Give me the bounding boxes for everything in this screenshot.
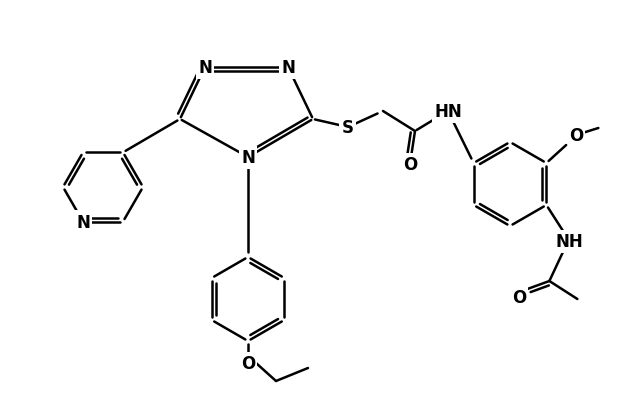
Text: O: O xyxy=(512,288,527,306)
Text: N: N xyxy=(198,59,212,77)
Text: S: S xyxy=(342,119,354,137)
Text: NH: NH xyxy=(556,232,583,250)
Text: N: N xyxy=(241,148,255,166)
Text: O: O xyxy=(569,127,584,145)
Text: O: O xyxy=(403,155,417,173)
Text: O: O xyxy=(241,354,255,372)
Text: N: N xyxy=(76,213,90,231)
Text: N: N xyxy=(281,59,295,77)
Text: HN: HN xyxy=(434,103,462,121)
